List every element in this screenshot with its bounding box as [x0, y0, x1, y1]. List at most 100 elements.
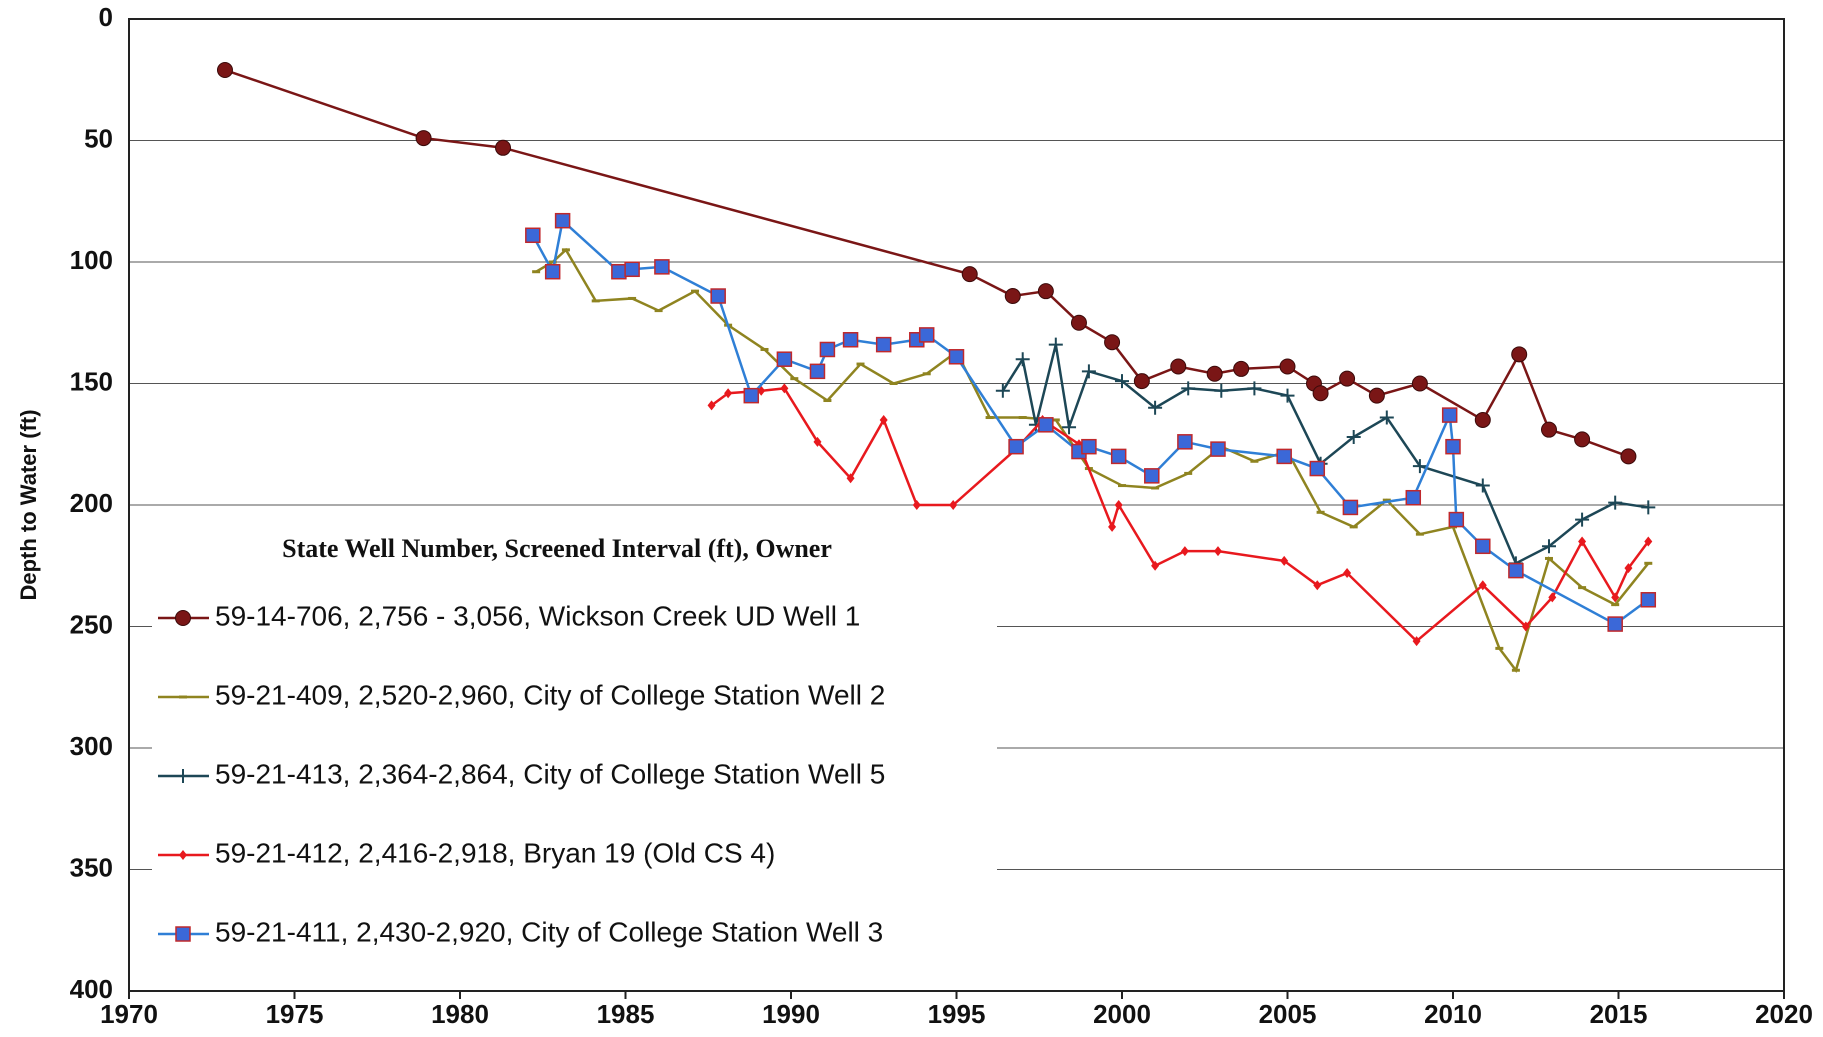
- marker: [889, 382, 898, 385]
- marker: [1133, 373, 1150, 390]
- marker: [1104, 334, 1121, 351]
- marker: [1312, 385, 1329, 402]
- marker: [532, 270, 541, 274]
- marker: [707, 400, 716, 411]
- marker: [1316, 510, 1325, 514]
- marker: [1624, 563, 1633, 574]
- x-tick-label: 1985: [597, 999, 655, 1029]
- marker: [846, 473, 855, 484]
- marker: [1575, 512, 1590, 527]
- y-tick-label: 150: [70, 366, 113, 396]
- marker: [1342, 499, 1359, 516]
- marker: [1379, 410, 1394, 425]
- plot-frame: [128, 18, 1785, 992]
- marker: [495, 139, 512, 156]
- marker: [1445, 438, 1461, 455]
- marker: [1578, 536, 1587, 547]
- marker: [654, 259, 670, 275]
- marker: [1184, 471, 1193, 475]
- marker: [1346, 429, 1361, 444]
- marker: [1048, 337, 1063, 352]
- marker: [1038, 417, 1054, 433]
- marker: [710, 288, 726, 304]
- marker: [961, 266, 978, 283]
- x-tick-label: 2015: [1590, 999, 1648, 1029]
- marker: [1233, 360, 1250, 377]
- marker: [922, 372, 931, 376]
- legend-label: 59-21-412, 2,416-2,918, Bryan 19 (Old CS…: [215, 837, 775, 868]
- marker: [743, 387, 760, 404]
- marker: [1280, 388, 1295, 403]
- marker: [760, 347, 769, 351]
- marker: [780, 383, 789, 394]
- legend-title: State Well Number, Screened Interval (ft…: [282, 534, 832, 563]
- marker: [1210, 441, 1226, 457]
- marker: [1062, 420, 1077, 435]
- marker: [809, 363, 826, 380]
- marker: [1051, 418, 1060, 422]
- x-tick-label: 1995: [928, 999, 986, 1029]
- marker: [776, 351, 793, 367]
- marker: [561, 248, 570, 252]
- marker: [415, 130, 432, 147]
- marker: [1214, 383, 1229, 398]
- marker: [790, 377, 799, 381]
- marker: [1339, 370, 1356, 387]
- legend-label: 59-21-413, 2,364-2,864, City of College …: [215, 758, 885, 789]
- marker: [1620, 448, 1637, 465]
- marker: [1114, 500, 1123, 510]
- marker: [823, 399, 832, 403]
- marker: [1611, 592, 1620, 603]
- marker: [856, 362, 865, 366]
- legend-marker: [176, 769, 190, 783]
- marker: [548, 260, 557, 264]
- marker: [1151, 486, 1160, 490]
- marker: [1412, 459, 1427, 474]
- legend-box: [152, 516, 997, 979]
- marker: [628, 296, 637, 300]
- marker: [1181, 381, 1196, 396]
- marker: [611, 263, 627, 280]
- marker: [1206, 365, 1223, 382]
- marker: [1177, 434, 1193, 450]
- marker: [1521, 621, 1530, 632]
- marker: [1574, 431, 1591, 448]
- legend-marker: [179, 850, 187, 860]
- marker: [544, 263, 561, 280]
- marker: [1118, 484, 1126, 488]
- marker: [1250, 459, 1259, 463]
- marker: [1213, 546, 1222, 557]
- y-tick-label: 100: [70, 245, 113, 275]
- marker: [1349, 525, 1358, 529]
- marker: [1343, 568, 1352, 579]
- marker: [879, 414, 888, 425]
- marker: [216, 62, 233, 79]
- marker: [1411, 375, 1428, 392]
- marker: [1478, 580, 1487, 591]
- marker: [813, 436, 822, 447]
- marker: [554, 212, 571, 229]
- x-tick-label: 2000: [1093, 999, 1151, 1029]
- marker: [1511, 346, 1528, 363]
- marker: [1276, 448, 1292, 465]
- marker: [949, 500, 958, 510]
- marker: [1405, 489, 1422, 506]
- marker: [1541, 539, 1556, 554]
- x-tick-label: 1970: [100, 999, 158, 1029]
- marker: [1018, 416, 1027, 420]
- marker: [985, 416, 994, 420]
- marker: [1511, 668, 1520, 672]
- marker: [1008, 438, 1024, 455]
- legend-marker: [175, 926, 191, 942]
- marker: [1474, 411, 1491, 428]
- marker: [1441, 407, 1458, 423]
- marker: [1607, 616, 1623, 632]
- series-line: [710, 387, 1650, 643]
- marker: [624, 261, 640, 278]
- x-tick-label: 1980: [431, 999, 489, 1029]
- marker: [1382, 498, 1391, 502]
- legend-marker: [175, 610, 191, 626]
- legend-label: 59-14-706, 2,756 - 3,056, Wickson Creek …: [215, 600, 860, 631]
